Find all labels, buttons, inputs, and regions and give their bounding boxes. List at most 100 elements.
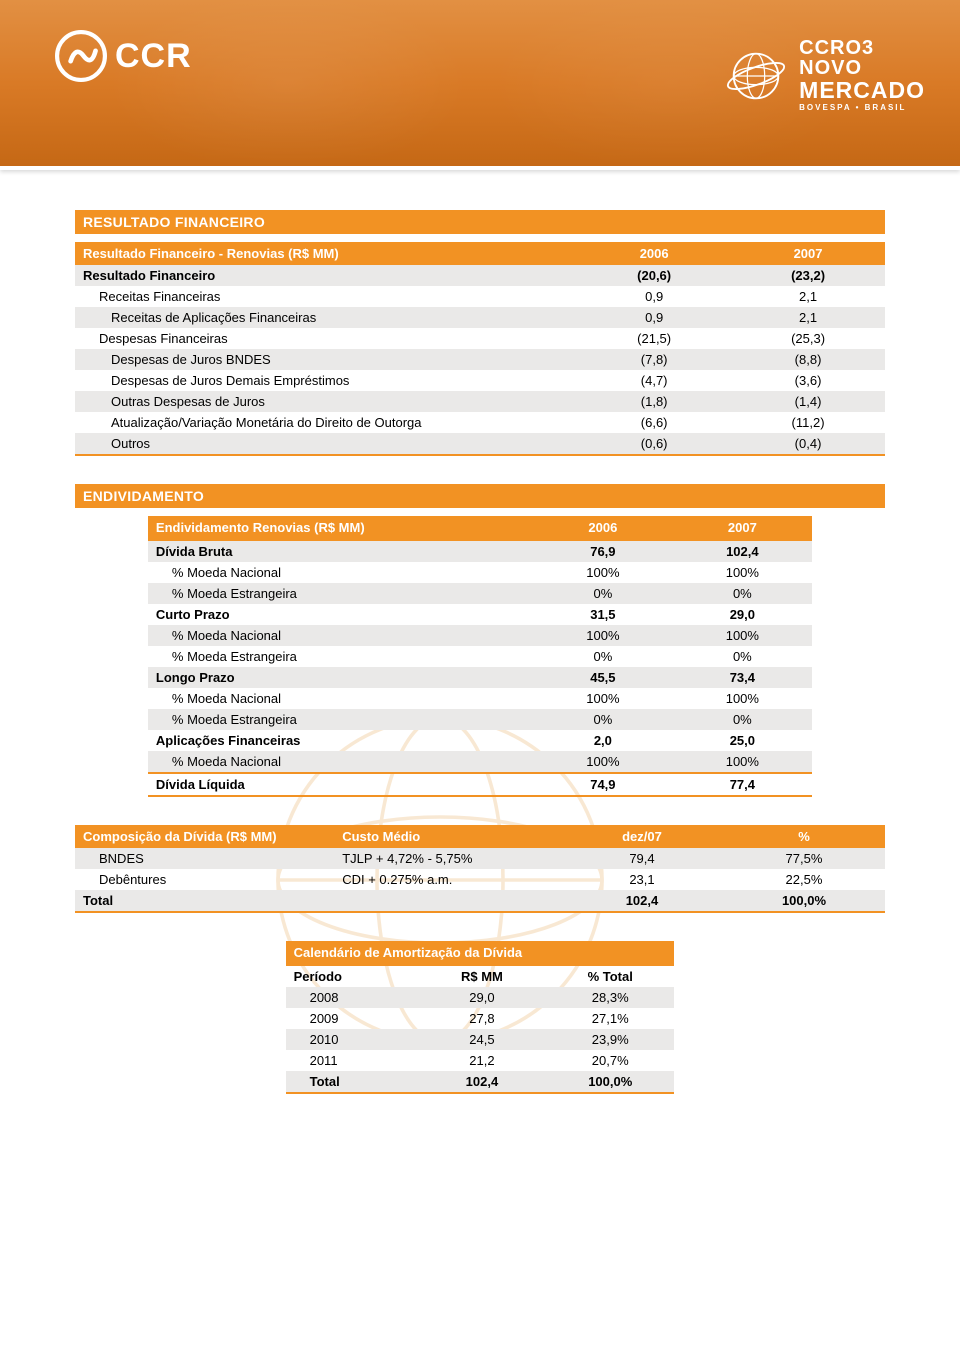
table-cell: (1,8) bbox=[577, 391, 731, 412]
table-cell: Calendário de Amortização da Dívida bbox=[286, 941, 675, 965]
table-cell: 45,5 bbox=[533, 667, 672, 688]
table-cell: (21,5) bbox=[577, 328, 731, 349]
table-cell: 25,0 bbox=[673, 730, 812, 751]
table-cell: 29,0 bbox=[673, 604, 812, 625]
table-cell: % bbox=[723, 825, 885, 848]
table-row: Receitas Financeiras0,92,1 bbox=[75, 286, 885, 307]
table-cell: Outras Despesas de Juros bbox=[75, 391, 577, 412]
table-row: Total 102,4100,0% bbox=[75, 890, 885, 912]
table-cell: 2006 bbox=[577, 242, 731, 265]
table-row: Dívida Líquida74,977,4 bbox=[148, 773, 812, 796]
table-cell: (0,6) bbox=[577, 433, 731, 455]
table-row: Aplicações Financeiras2,025,0 bbox=[148, 730, 812, 751]
table-cell: (25,3) bbox=[731, 328, 885, 349]
table-cell: CDI + 0.275% a.m. bbox=[334, 869, 561, 890]
logo-novomercado: CCRO3 NOVO MERCADO BOVESPA • BRASIL bbox=[725, 38, 925, 114]
table-cell: 2009 bbox=[286, 1008, 418, 1029]
table-cell: 27,1% bbox=[546, 1008, 674, 1029]
table-cell: Período bbox=[286, 965, 418, 987]
table-cell: Curto Prazo bbox=[148, 604, 533, 625]
table-row: 201024,523,9% bbox=[286, 1029, 675, 1050]
table-cell: % Moeda Estrangeira bbox=[148, 709, 533, 730]
table-row: BNDESTJLP + 4,72% - 5,75%79,477,5% bbox=[75, 848, 885, 869]
table-cell: % Moeda Estrangeira bbox=[148, 583, 533, 604]
table-cell: 2008 bbox=[286, 987, 418, 1008]
table-cell: % Moeda Nacional bbox=[148, 562, 533, 583]
table-cell: (0,4) bbox=[731, 433, 885, 455]
table-cell: Total bbox=[75, 890, 334, 912]
globe-icon bbox=[725, 45, 787, 107]
content-area: RESULTADO FINANCEIRO Resultado Financeir… bbox=[0, 170, 960, 1164]
table-cell: Outros bbox=[75, 433, 577, 455]
table-header-row: PeríodoR$ MM% Total bbox=[286, 965, 675, 987]
section-resultado-title: RESULTADO FINANCEIRO bbox=[75, 210, 885, 234]
table-endividamento: Endividamento Renovias (R$ MM)20062007Dí… bbox=[148, 516, 812, 797]
table-cell: (11,2) bbox=[731, 412, 885, 433]
table-cell: (7,8) bbox=[577, 349, 731, 370]
table-cell: 100% bbox=[533, 688, 672, 709]
table-cell: Dívida Bruta bbox=[148, 540, 533, 562]
table-cell: 100% bbox=[533, 562, 672, 583]
logo-right-text: CCRO3 NOVO MERCADO BOVESPA • BRASIL bbox=[799, 38, 925, 114]
table-row: Resultado Financeiro(20,6)(23,2) bbox=[75, 265, 885, 286]
table-cell: Despesas de Juros BNDES bbox=[75, 349, 577, 370]
table-row: % Moeda Estrangeira0%0% bbox=[148, 709, 812, 730]
table-amortizacao: Calendário de Amortização da DívidaPerío… bbox=[286, 941, 675, 1094]
table-cell: 77,4 bbox=[673, 773, 812, 796]
table-cell: 76,9 bbox=[533, 540, 672, 562]
table-resultado: Resultado Financeiro - Renovias (R$ MM)2… bbox=[75, 242, 885, 456]
table-cell: 100% bbox=[673, 562, 812, 583]
table-cell: 73,4 bbox=[673, 667, 812, 688]
table-row: Total102,4100,0% bbox=[286, 1071, 675, 1093]
table-header-row: Endividamento Renovias (R$ MM)20062007 bbox=[148, 516, 812, 540]
table-cell: 100,0% bbox=[723, 890, 885, 912]
table-header-row: Composição da Dívida (R$ MM)Custo Médiod… bbox=[75, 825, 885, 848]
table-row: 201121,220,7% bbox=[286, 1050, 675, 1071]
table-cell: 0,9 bbox=[577, 286, 731, 307]
table-cell: 2011 bbox=[286, 1050, 418, 1071]
logo-r-line1: CCRO3 bbox=[799, 38, 925, 58]
table-cell: Composição da Dívida (R$ MM) bbox=[75, 825, 334, 848]
table-row: % Moeda Nacional100%100% bbox=[148, 751, 812, 773]
page-header: CCR CCRO3 NOVO MERCADO BOVESPA • BRASIL bbox=[0, 0, 960, 170]
table-cell: 2,0 bbox=[533, 730, 672, 751]
table-cell: Dívida Líquida bbox=[148, 773, 533, 796]
table-row: Outras Despesas de Juros(1,8)(1,4) bbox=[75, 391, 885, 412]
table-cell: 0% bbox=[673, 709, 812, 730]
table-cell: Longo Prazo bbox=[148, 667, 533, 688]
ccr-logo-icon bbox=[55, 30, 107, 82]
table-cell: 100% bbox=[533, 751, 672, 773]
table-cell: dez/07 bbox=[561, 825, 723, 848]
table-cell: (3,6) bbox=[731, 370, 885, 391]
table-cell: 29,0 bbox=[418, 987, 546, 1008]
table-cell: 2,1 bbox=[731, 286, 885, 307]
table-cell: 0,9 bbox=[577, 307, 731, 328]
table-cell: 31,5 bbox=[533, 604, 672, 625]
logo-ccr: CCR bbox=[55, 30, 192, 82]
table-row: Despesas de Juros BNDES(7,8)(8,8) bbox=[75, 349, 885, 370]
table-cell: % Total bbox=[546, 965, 674, 987]
table-cell: (4,7) bbox=[577, 370, 731, 391]
table-cell: Receitas de Aplicações Financeiras bbox=[75, 307, 577, 328]
table-row: % Moeda Nacional100%100% bbox=[148, 562, 812, 583]
table-cell: Total bbox=[286, 1071, 418, 1093]
table-cell: 102,4 bbox=[418, 1071, 546, 1093]
table-cell: 102,4 bbox=[561, 890, 723, 912]
table-cell: (1,4) bbox=[731, 391, 885, 412]
logo-r-line3: MERCADO bbox=[799, 78, 925, 102]
table-cell: 2007 bbox=[731, 242, 885, 265]
table-cell: R$ MM bbox=[418, 965, 546, 987]
table-row: Despesas Financeiras(21,5)(25,3) bbox=[75, 328, 885, 349]
table-row: 200829,028,3% bbox=[286, 987, 675, 1008]
table-cell: Despesas de Juros Demais Empréstimos bbox=[75, 370, 577, 391]
table-cell: 2010 bbox=[286, 1029, 418, 1050]
table-cell: (23,2) bbox=[731, 265, 885, 286]
logo-r-line4: BOVESPA • BRASIL bbox=[799, 102, 925, 114]
table-cell: 0% bbox=[673, 583, 812, 604]
table-row: Receitas de Aplicações Financeiras0,92,1 bbox=[75, 307, 885, 328]
table-row: Dívida Bruta76,9102,4 bbox=[148, 540, 812, 562]
table-cell: Endividamento Renovias (R$ MM) bbox=[148, 516, 533, 540]
table-cell: 28,3% bbox=[546, 987, 674, 1008]
table-cell: Atualização/Variação Monetária do Direit… bbox=[75, 412, 577, 433]
table-row: % Moeda Nacional100%100% bbox=[148, 625, 812, 646]
